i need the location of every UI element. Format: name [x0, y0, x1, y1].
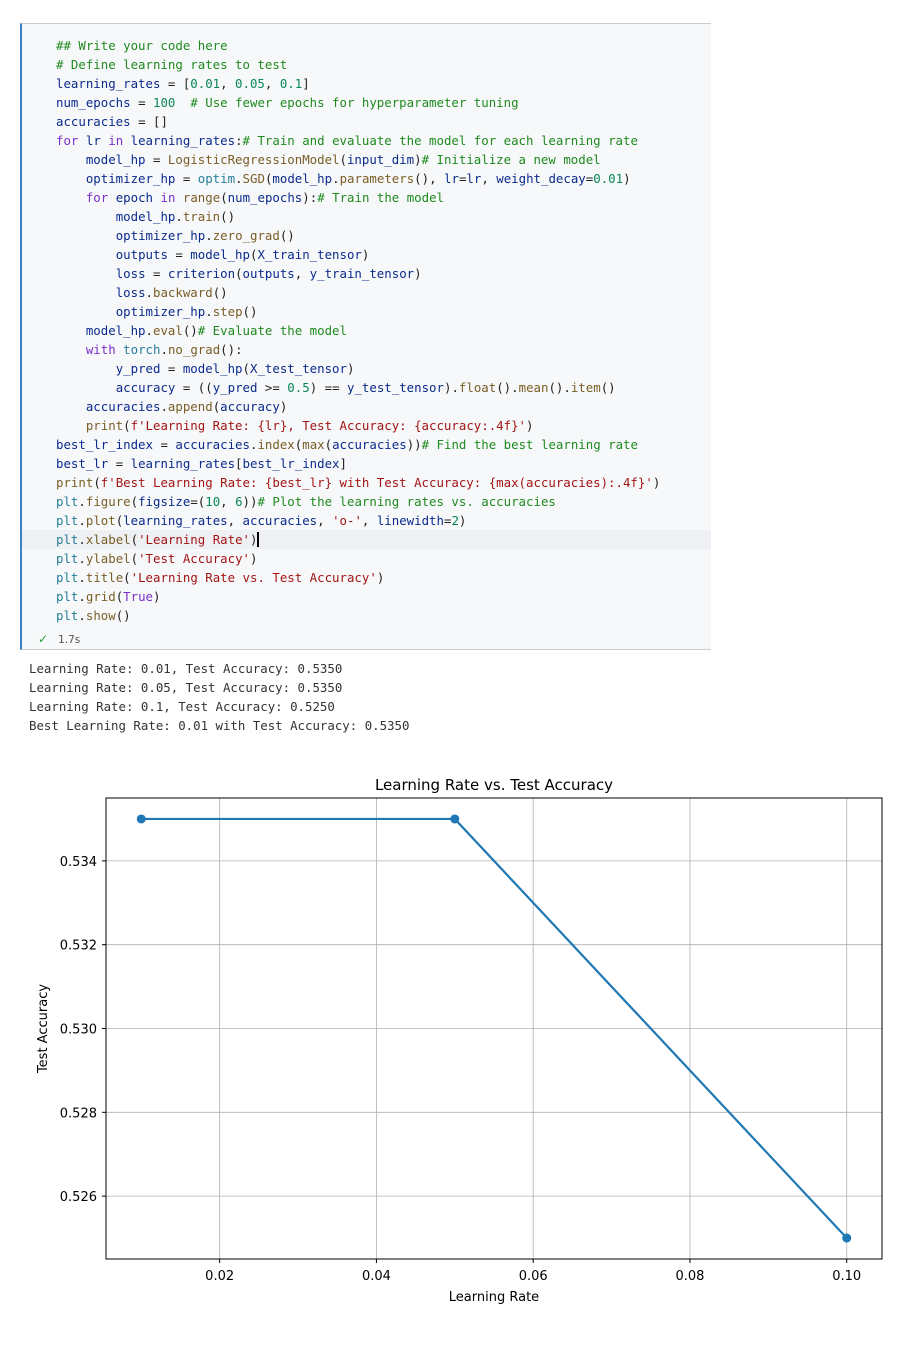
y-axis-label: Test Accuracy [36, 984, 51, 1074]
x-tick-label: 0.06 [519, 1269, 548, 1284]
y-tick-label: 0.526 [60, 1190, 97, 1205]
code-line[interactable]: model_hp.eval()# Evaluate the model [85, 323, 347, 338]
y-tick-label: 0.532 [60, 939, 97, 954]
code-editor[interactable]: ## Write your code here # Define learning… [22, 36, 711, 625]
data-point [450, 814, 460, 824]
line-chart: 0.02 0.04 0.06 0.08 0.10 0.526 0.528 0.530 0.532… [36, 776, 883, 1305]
data-point [842, 1233, 852, 1243]
code-line[interactable]: accuracy = ((y_pred >= 0.5) == y_test_te… [115, 380, 616, 395]
x-tick-label: 0.02 [205, 1269, 234, 1284]
x-axis-label: Learning Rate [449, 1290, 539, 1305]
x-tick-label: 0.08 [675, 1269, 704, 1284]
code-line[interactable]: num_epochs = 100 # Use fewer epochs for … [56, 95, 519, 110]
output-line: Learning Rate: 0.01, Test Accuracy: 0.53… [29, 661, 343, 676]
code-line[interactable]: loss = criterion(outputs, y_train_tensor… [115, 266, 422, 281]
output-line: Learning Rate: 0.1, Test Accuracy: 0.525… [29, 699, 335, 714]
code-line[interactable]: y_pred = model_hp(X_test_tensor) [115, 361, 355, 376]
x-tick-label: 0.10 [832, 1269, 861, 1284]
code-line[interactable]: # Define learning rates to test [56, 57, 288, 72]
output-line: Best Learning Rate: 0.01 with Test Accur… [29, 718, 410, 733]
code-line[interactable]: optimizer_hp = optim.SGD(model_hp.parame… [85, 171, 631, 186]
code-line[interactable]: outputs = model_hp(X_train_tensor) [115, 247, 370, 262]
code-line[interactable]: plt.grid(True) [56, 589, 161, 604]
code-line[interactable]: for epoch in range(num_epochs):# Train t… [85, 190, 445, 205]
code-line[interactable]: optimizer_hp.step() [115, 304, 258, 319]
code-line[interactable]: best_lr = learning_rates[best_lr_index] [56, 456, 347, 471]
exec-time: 1.7s [58, 634, 81, 646]
code-line[interactable]: learning_rates = [0.01, 0.05, 0.1] [56, 76, 310, 91]
data-point [136, 814, 146, 824]
output-line: Learning Rate: 0.05, Test Accuracy: 0.53… [29, 680, 343, 695]
code-line[interactable]: print(f'Best Learning Rate: {best_lr} wi… [56, 475, 661, 490]
code-line[interactable]: plt.xlabel('Learning Rate') [22, 530, 711, 549]
code-line[interactable]: accuracies = [] [56, 114, 168, 129]
y-tick-label: 0.528 [60, 1106, 97, 1121]
code-line[interactable]: plt.figure(figsize=(10, 6))# Plot the le… [56, 494, 556, 509]
cell-status: ✓ 1.7s [38, 632, 80, 646]
code-line[interactable]: for lr in learning_rates:# Train and eva… [56, 133, 638, 148]
code-line[interactable]: plt.ylabel('Test Accuracy') [56, 551, 258, 566]
check-icon: ✓ [38, 632, 49, 646]
code-line[interactable]: accuracies.append(accuracy) [85, 399, 288, 414]
code-line[interactable]: plt.show() [56, 608, 131, 623]
code-line[interactable]: plt.plot(learning_rates, accuracies, 'o-… [56, 513, 467, 528]
x-tick-label: 0.04 [362, 1269, 391, 1284]
code-cell[interactable]: ## Write your code here # Define learning… [20, 23, 711, 650]
cell-output: Learning Rate: 0.01, Test Accuracy: 0.53… [29, 659, 409, 735]
code-line[interactable]: ## Write your code here [56, 38, 228, 53]
code-line[interactable]: plt.title('Learning Rate vs. Test Accura… [56, 570, 385, 585]
code-line[interactable]: loss.backward() [115, 285, 228, 300]
code-line[interactable]: print(f'Learning Rate: {lr}, Test Accura… [85, 418, 534, 433]
code-line[interactable]: best_lr_index = accuracies.index(max(acc… [56, 437, 638, 452]
code-line[interactable]: optimizer_hp.zero_grad() [115, 228, 295, 243]
code-line[interactable]: model_hp = LogisticRegressionModel(input… [85, 152, 601, 167]
y-tick-label: 0.530 [60, 1023, 97, 1038]
y-tick-label: 0.534 [60, 855, 97, 870]
chart-title: Learning Rate vs. Test Accuracy [375, 776, 613, 794]
code-line[interactable]: with torch.no_grad(): [85, 342, 243, 357]
code-line[interactable]: model_hp.train() [115, 209, 236, 224]
text-cursor [257, 532, 260, 547]
